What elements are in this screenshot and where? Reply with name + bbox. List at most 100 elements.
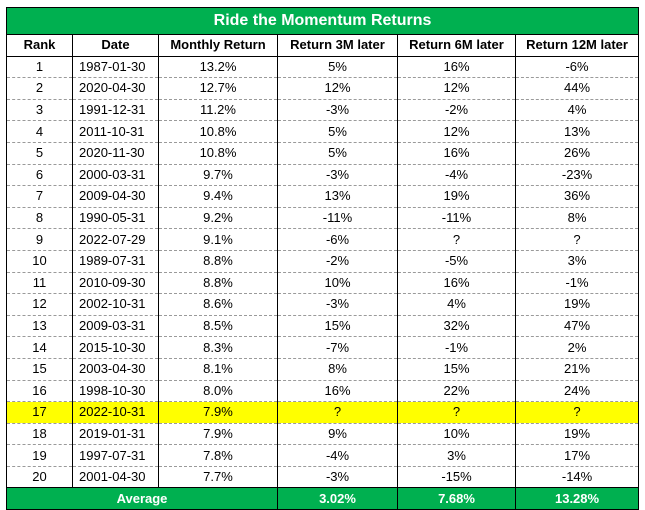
cell-rank: 6 (6, 164, 73, 187)
cell-return-12m: 19% (514, 293, 640, 316)
cell-return-12m: 21% (514, 358, 640, 381)
cell-return-3m: -2% (277, 250, 398, 273)
cell-date: 2011-10-31 (72, 120, 159, 143)
header-return-12m: Return 12M later (514, 34, 640, 57)
cell-return-6m: 3% (397, 444, 516, 467)
cell-date: 2010-09-30 (72, 272, 159, 295)
table-row: 3 1991-12-31 11.2% -3% -2% 4% (6, 99, 640, 122)
cell-date: 2009-04-30 (72, 185, 159, 208)
cell-return-6m: 16% (397, 142, 516, 165)
cell-return-12m: -23% (514, 164, 640, 187)
cell-return-6m: 32% (397, 315, 516, 338)
cell-return-3m: 15% (277, 315, 398, 338)
cell-monthly-return: 8.1% (158, 358, 278, 381)
table-title: Ride the Momentum Returns (5, 7, 640, 35)
cell-return-12m: 19% (514, 423, 640, 446)
cell-rank: 16 (6, 380, 73, 403)
cell-monthly-return: 10.8% (158, 142, 278, 165)
cell-rank: 12 (6, 293, 73, 316)
cell-return-12m: -1% (514, 272, 640, 295)
cell-monthly-return: 8.5% (158, 315, 278, 338)
cell-return-6m: 12% (397, 77, 516, 100)
cell-rank: 2 (6, 77, 73, 100)
cell-return-3m: 12% (277, 77, 398, 100)
cell-return-6m: -11% (397, 207, 516, 230)
cell-rank: 14 (6, 336, 73, 359)
cell-return-12m: 13% (514, 120, 640, 143)
cell-date: 2019-01-31 (72, 423, 159, 446)
average-return-12m: 13.28% (514, 487, 640, 510)
cell-rank: 7 (6, 185, 73, 208)
average-label: Average (6, 487, 278, 510)
cell-return-12m: ? (514, 401, 640, 424)
table-row: 20 2001-04-30 7.7% -3% -15% -14% (6, 466, 640, 489)
cell-return-3m: 10% (277, 272, 398, 295)
cell-monthly-return: 8.0% (158, 380, 278, 403)
momentum-returns-table: Ride the Momentum Returns Rank Date Mont… (5, 7, 640, 510)
cell-return-12m: 17% (514, 444, 640, 467)
cell-return-12m: ? (514, 228, 640, 251)
header-date: Date (72, 34, 159, 57)
cell-return-6m: -15% (397, 466, 516, 489)
cell-return-6m: ? (397, 401, 516, 424)
cell-rank: 19 (6, 444, 73, 467)
header-return-3m: Return 3M later (277, 34, 398, 57)
table-row: 6 2000-03-31 9.7% -3% -4% -23% (6, 164, 640, 187)
cell-monthly-return: 9.2% (158, 207, 278, 230)
cell-date: 1989-07-31 (72, 250, 159, 273)
cell-rank: 9 (6, 228, 73, 251)
cell-return-12m: 24% (514, 380, 640, 403)
cell-rank: 3 (6, 99, 73, 122)
cell-monthly-return: 7.9% (158, 401, 278, 424)
cell-monthly-return: 7.9% (158, 423, 278, 446)
cell-return-12m: 3% (514, 250, 640, 273)
cell-rank: 1 (6, 56, 73, 79)
cell-return-3m: 13% (277, 185, 398, 208)
table-row: 13 2009-03-31 8.5% 15% 32% 47% (6, 315, 640, 338)
cell-return-3m: 16% (277, 380, 398, 403)
cell-return-6m: -2% (397, 99, 516, 122)
cell-rank: 10 (6, 250, 73, 273)
table-row: 2 2020-04-30 12.7% 12% 12% 44% (6, 77, 640, 100)
cell-return-12m: 2% (514, 336, 640, 359)
table-row: 8 1990-05-31 9.2% -11% -11% 8% (6, 207, 640, 230)
cell-return-12m: -6% (514, 56, 640, 79)
cell-return-6m: 12% (397, 120, 516, 143)
table-row: 15 2003-04-30 8.1% 8% 15% 21% (6, 358, 640, 381)
cell-return-3m: 5% (277, 142, 398, 165)
cell-return-3m: -3% (277, 466, 398, 489)
table-row: 14 2015-10-30 8.3% -7% -1% 2% (6, 336, 640, 359)
cell-date: 2015-10-30 (72, 336, 159, 359)
average-return-6m: 7.68% (397, 487, 516, 510)
cell-rank: 8 (6, 207, 73, 230)
table-body: 1 1987-01-30 13.2% 5% 16% -6% 2 2020-04-30 12.7%… (6, 56, 640, 489)
cell-return-3m: -6% (277, 228, 398, 251)
cell-monthly-return: 13.2% (158, 56, 278, 79)
cell-return-6m: ? (397, 228, 516, 251)
table-row: 7 2009-04-30 9.4% 13% 19% 36% (6, 185, 640, 208)
cell-return-12m: 44% (514, 77, 640, 100)
table-row: 1 1987-01-30 13.2% 5% 16% -6% (6, 56, 640, 79)
cell-return-6m: 22% (397, 380, 516, 403)
cell-date: 2020-11-30 (72, 142, 159, 165)
cell-return-6m: 4% (397, 293, 516, 316)
cell-return-3m: -3% (277, 99, 398, 122)
cell-monthly-return: 9.1% (158, 228, 278, 251)
cell-monthly-return: 9.7% (158, 164, 278, 187)
cell-monthly-return: 11.2% (158, 99, 278, 122)
cell-return-12m: -14% (514, 466, 640, 489)
cell-date: 1987-01-30 (72, 56, 159, 79)
table-row: 5 2020-11-30 10.8% 5% 16% 26% (6, 142, 640, 165)
cell-date: 1998-10-30 (72, 380, 159, 403)
cell-return-6m: 16% (397, 272, 516, 295)
cell-return-6m: 19% (397, 185, 516, 208)
cell-return-3m: -4% (277, 444, 398, 467)
table-row-highlighted: 17 2022-10-31 7.9%??? (6, 401, 640, 424)
cell-monthly-return: 8.6% (158, 293, 278, 316)
cell-rank: 5 (6, 142, 73, 165)
cell-return-3m: ? (277, 401, 398, 424)
column-header-row: Rank Date Monthly Return Return 3M later… (6, 34, 640, 57)
cell-rank: 17 (6, 401, 73, 424)
momentum-returns-table-container: Ride the Momentum Returns Rank Date Mont… (5, 7, 640, 510)
cell-rank: 15 (6, 358, 73, 381)
